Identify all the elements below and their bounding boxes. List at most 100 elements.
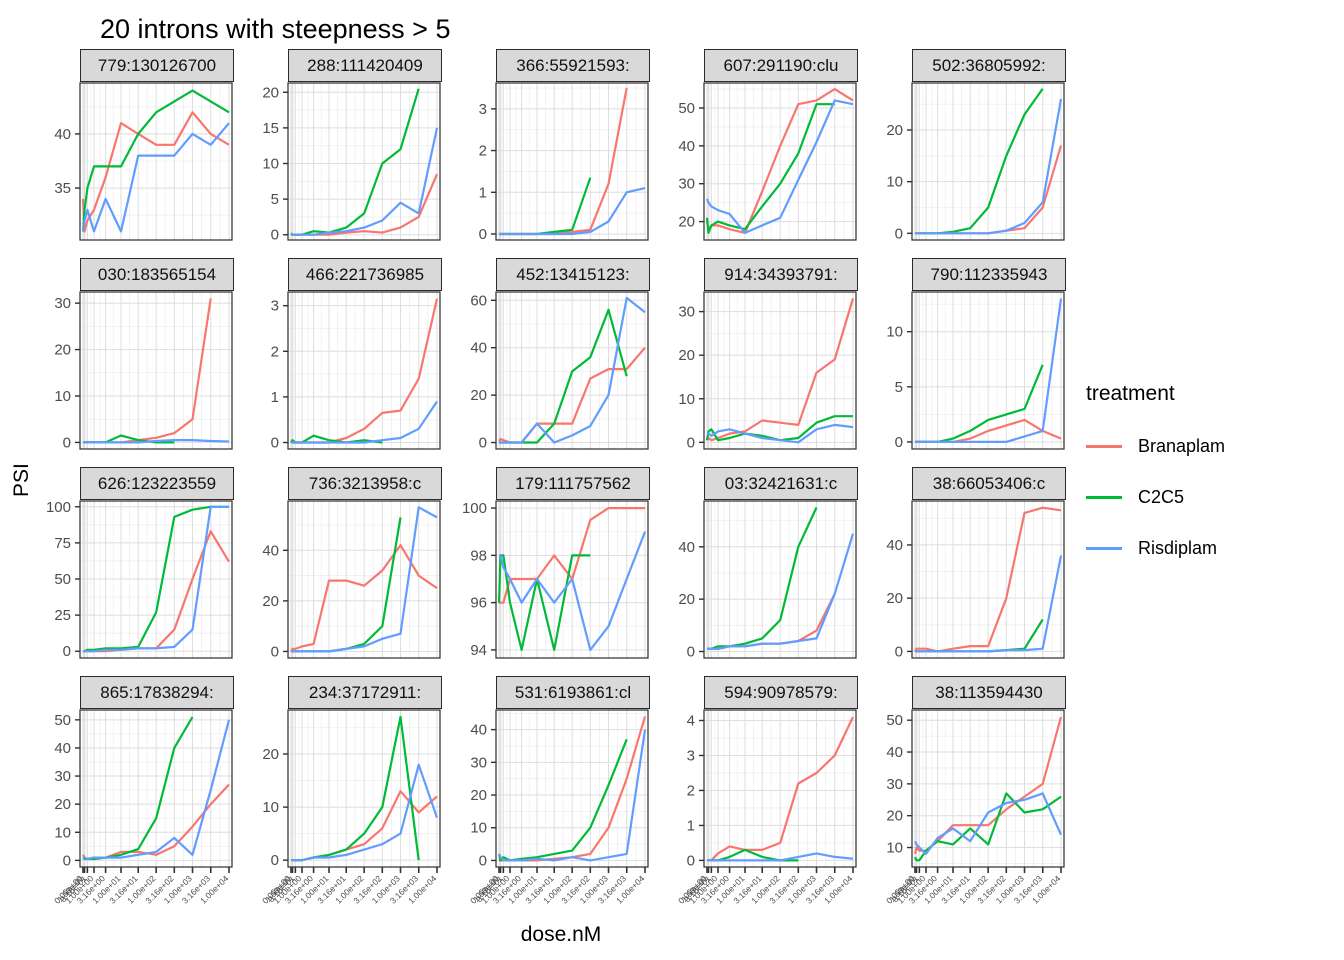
y-tick-label: 10 bbox=[54, 824, 71, 841]
series-line-risdiplam bbox=[497, 729, 647, 862]
legend-label: C2C5 bbox=[1138, 486, 1185, 507]
y-tick-label: 50 bbox=[54, 571, 71, 588]
y-tick-label: 40 bbox=[54, 740, 71, 757]
facet: 594:90978579: 0 1 2 3 4 0.00e+00 1.00e-01 3.16e-… bbox=[658, 676, 860, 906]
facet: 030:183565154 0 10 20 30 bbox=[34, 258, 236, 451]
y-tick-label: 50 bbox=[54, 712, 71, 729]
y-tick-label: 3 bbox=[271, 298, 279, 315]
y-tick-label: 3 bbox=[687, 747, 695, 764]
facet: 366:55921593: 0 1 2 3 bbox=[450, 49, 652, 243]
series-line-c2c5 bbox=[290, 434, 383, 444]
facet: 38:66053406:c 0 20 40 bbox=[866, 467, 1068, 660]
facet-strip: 607:291190:clu bbox=[704, 49, 858, 82]
facet-plot: 0 10 20 bbox=[886, 82, 1065, 242]
facet: 03:32421631:c 0 20 40 bbox=[658, 467, 860, 661]
y-tick-label: 40 bbox=[470, 340, 487, 357]
y-tick-label: 30 bbox=[886, 776, 903, 793]
facet-strip: 594:90978579: bbox=[704, 676, 858, 709]
facet-plot: 0 20 40 bbox=[678, 500, 857, 661]
facet-plot: 94 96 98 100 bbox=[462, 500, 649, 659]
facet-plot: 0 20 40 bbox=[262, 500, 441, 660]
facet-strip: 366:55921593: bbox=[496, 49, 650, 82]
facet: 179:111757562 94 96 98 100 bbox=[450, 467, 652, 660]
y-tick-label: 20 bbox=[886, 122, 903, 139]
y-tick-label: 10 bbox=[262, 155, 279, 172]
facet: 914:34393791: 0 10 20 30 bbox=[658, 258, 860, 451]
y-tick-label: 0 bbox=[895, 643, 903, 660]
series-line-risdiplam bbox=[499, 296, 646, 444]
series-line-risdiplam bbox=[291, 763, 439, 862]
facet-strip: 288:111420409 bbox=[288, 49, 442, 82]
y-tick-label: 0 bbox=[895, 225, 903, 242]
facet-strip: 38:113594430 bbox=[912, 676, 1066, 709]
series-line-risdiplam bbox=[291, 506, 438, 653]
facet: 531:6193861:cl 0 10 20 30 40 0.00e+00 1.00e-01 3… bbox=[450, 676, 652, 906]
y-tick-label: 20 bbox=[470, 387, 487, 404]
facet-strip: 914:34393791: bbox=[704, 258, 858, 291]
facet-plot: 0 25 50 75 100 bbox=[46, 499, 233, 660]
y-tick-label: 4 bbox=[687, 712, 695, 729]
facet-strip: 179:111757562 bbox=[496, 467, 650, 500]
y-tick-label: 0 bbox=[271, 227, 279, 244]
facet: 452:13415123: 0 20 40 60 bbox=[450, 258, 652, 452]
y-tick-label: 20 bbox=[262, 746, 279, 763]
facet: 626:123223559 0 25 50 75 100 bbox=[34, 467, 236, 660]
facet-strip: 030:183565154 bbox=[80, 258, 234, 291]
plot-body: PSI 779:130126700 35 40 288:111420409 0 5 10 15… bbox=[10, 49, 1344, 921]
y-tick-label: 35 bbox=[54, 180, 71, 197]
series-line-risdiplam bbox=[915, 98, 1063, 235]
y-tick-label: 0 bbox=[63, 434, 71, 451]
y-tick-label: 10 bbox=[54, 388, 71, 405]
y-tick-label: 0 bbox=[63, 643, 71, 660]
y-tick-label: 0 bbox=[479, 226, 487, 243]
facet-strip: 452:13415123: bbox=[496, 258, 650, 291]
facet: 288:111420409 0 5 10 15 20 bbox=[242, 49, 444, 244]
y-tick-label: 30 bbox=[678, 176, 695, 193]
facet-strip: 865:17838294: bbox=[80, 676, 234, 709]
series-line-branaplam bbox=[81, 111, 230, 233]
series-line-c2c5 bbox=[705, 103, 835, 234]
y-tick-label: 10 bbox=[886, 174, 903, 191]
series-line-risdiplam bbox=[707, 423, 854, 444]
y-tick-label: 20 bbox=[678, 347, 695, 364]
facet-plot: 0102030400.00e+001.00e-013.16e-011.00e+0… bbox=[468, 709, 649, 906]
series-line-risdiplam bbox=[499, 531, 647, 651]
y-tick-label: 40 bbox=[886, 744, 903, 761]
y-tick-label: 40 bbox=[54, 126, 71, 143]
facet-plot: 0 10 20 30 bbox=[54, 291, 233, 451]
y-tick-label: 25 bbox=[54, 607, 71, 624]
facet-strip: 466:221736985 bbox=[288, 258, 442, 291]
y-tick-label: 75 bbox=[54, 535, 71, 552]
y-tick-label: 0 bbox=[687, 434, 695, 451]
facet-plot: 35 40 bbox=[54, 82, 233, 241]
y-tick-label: 94 bbox=[470, 642, 487, 659]
facet-plot: 0 20 40 bbox=[886, 500, 1065, 660]
facet-plot: 0 10 20 30 bbox=[678, 291, 857, 451]
facet: 736:3213958:c 0 20 40 bbox=[242, 467, 444, 660]
series-line-risdiplam bbox=[705, 99, 854, 234]
y-tick-label: 20 bbox=[678, 214, 695, 231]
y-tick-label: 2 bbox=[479, 143, 487, 160]
facet-strip: 779:130126700 bbox=[80, 49, 234, 82]
legend-key-line bbox=[1086, 444, 1122, 448]
y-tick-label: 20 bbox=[54, 796, 71, 813]
facet-plot: 0 5 10 bbox=[886, 291, 1065, 451]
y-tick-label: 5 bbox=[895, 379, 903, 396]
y-tick-label: 20 bbox=[262, 593, 279, 610]
y-tick-label: 2 bbox=[271, 343, 279, 360]
y-tick-label: 3 bbox=[479, 101, 487, 118]
y-tick-label: 30 bbox=[470, 754, 487, 771]
facet-grid: 779:130126700 35 40 288:111420409 0 5 10 15 20 36… bbox=[34, 49, 1068, 906]
y-tick-label: 30 bbox=[678, 304, 695, 321]
legend-entry: Branaplam bbox=[1086, 436, 1306, 457]
y-tick-label: 15 bbox=[262, 120, 279, 137]
facet-plot: 010203040500.00e+001.00e-013.16e-011.00e… bbox=[52, 709, 233, 906]
series-line-risdiplam bbox=[83, 719, 231, 861]
y-tick-label: 98 bbox=[470, 547, 487, 564]
facet-plot: 0 5 10 15 20 bbox=[262, 82, 441, 244]
y-tick-label: 100 bbox=[462, 500, 487, 517]
y-tick-label: 60 bbox=[470, 292, 487, 309]
series-line-risdiplam bbox=[83, 439, 230, 444]
y-tick-label: 0 bbox=[479, 435, 487, 452]
